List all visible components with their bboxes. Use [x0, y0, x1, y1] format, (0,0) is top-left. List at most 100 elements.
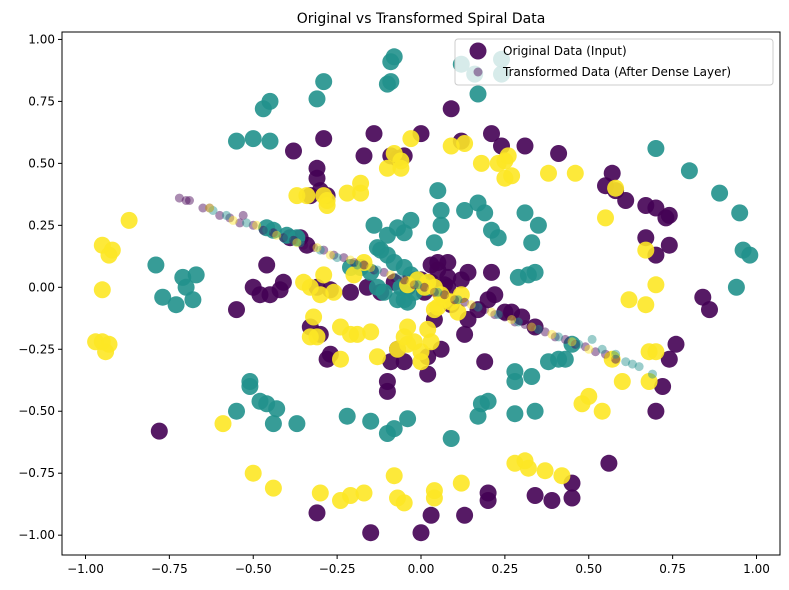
data-point — [147, 256, 165, 274]
data-point — [154, 288, 172, 306]
data-point — [355, 147, 373, 165]
data-point — [392, 152, 410, 170]
data-point — [385, 467, 403, 485]
data-point — [215, 210, 225, 220]
data-point — [252, 220, 262, 230]
data-point — [506, 363, 524, 381]
data-point — [292, 238, 302, 248]
data-point — [382, 73, 400, 91]
data-point — [440, 290, 449, 300]
x-axis: −1.00 −0.75 −0.50 −0.25 0.00 0.25 0.50 0.75 1.00 — [67, 555, 770, 576]
data-point — [442, 137, 460, 155]
data-point — [315, 245, 325, 255]
data-point — [499, 147, 517, 165]
data-point — [660, 236, 678, 254]
legend-box — [454, 38, 774, 86]
data-point — [264, 415, 282, 433]
data-point — [412, 524, 430, 542]
data-point — [553, 467, 571, 485]
data-point — [244, 278, 262, 296]
data-point — [214, 415, 232, 433]
data-point — [587, 334, 597, 344]
data-point — [352, 260, 362, 270]
data-point — [456, 135, 474, 152]
data-point — [526, 318, 544, 336]
data-point — [205, 203, 215, 213]
data-point — [701, 301, 718, 319]
data-point — [516, 137, 534, 155]
data-point — [262, 225, 272, 235]
data-point — [433, 287, 443, 297]
data-point — [379, 267, 389, 277]
data-point — [637, 241, 655, 259]
data-point — [489, 229, 507, 247]
data-point — [516, 204, 534, 222]
data-point — [362, 323, 380, 341]
data-point — [235, 218, 245, 228]
data-point — [483, 125, 500, 143]
x-tick-label: 1.00 — [743, 562, 770, 576]
data-point — [563, 489, 581, 507]
data-point — [274, 273, 292, 291]
data-point — [268, 400, 286, 418]
x-tick-label: 0.75 — [659, 562, 686, 576]
data-point — [295, 238, 305, 248]
data-point — [329, 250, 339, 260]
data-point — [513, 317, 523, 327]
series-0 — [87, 48, 759, 542]
data-point — [419, 282, 429, 292]
data-point — [601, 349, 610, 359]
y-tick-label: −0.50 — [18, 404, 55, 418]
legend-marker-original — [469, 42, 487, 60]
data-point — [299, 240, 309, 250]
data-point — [241, 378, 259, 395]
data-point — [496, 169, 514, 187]
data-point — [413, 280, 423, 290]
data-point — [261, 92, 279, 110]
data-point — [611, 354, 621, 364]
data-point — [311, 484, 329, 502]
x-tick-label: −1.00 — [67, 562, 104, 576]
data-point — [483, 263, 500, 281]
data-point — [308, 159, 326, 177]
data-point — [386, 270, 396, 280]
data-point — [597, 344, 607, 354]
data-point — [452, 271, 470, 289]
data-point — [486, 286, 504, 304]
data-point — [325, 283, 343, 301]
data-point — [432, 216, 450, 234]
legend: Original Data (Input) Transformed Data (… — [454, 38, 774, 86]
data-point — [711, 184, 729, 202]
data-point — [422, 256, 440, 274]
data-point — [289, 235, 298, 245]
data-point — [365, 125, 383, 143]
data-point — [393, 272, 402, 282]
data-point — [640, 373, 658, 390]
data-point — [187, 266, 205, 284]
data-point — [228, 215, 238, 225]
data-point — [382, 353, 400, 371]
data-point — [319, 245, 329, 255]
data-point — [311, 286, 329, 304]
legend-label-transformed: Transformed Data (After Dense Layer) — [502, 65, 731, 79]
data-point — [369, 265, 379, 275]
data-point — [385, 420, 403, 438]
data-point — [466, 300, 476, 310]
data-point — [258, 225, 268, 235]
data-point — [422, 506, 440, 524]
x-tick-label: −0.75 — [151, 562, 188, 576]
data-point — [611, 349, 621, 359]
data-point — [228, 402, 245, 420]
y-tick-label: 0.50 — [28, 156, 55, 170]
data-point — [315, 73, 333, 91]
data-point — [648, 369, 657, 379]
data-point — [93, 281, 111, 299]
data-point — [480, 305, 490, 315]
data-point — [359, 260, 369, 270]
data-point — [530, 324, 540, 334]
data-point — [385, 48, 403, 66]
data-point — [184, 291, 202, 309]
data-point — [727, 278, 745, 296]
data-point — [100, 335, 118, 353]
data-point — [368, 348, 386, 366]
